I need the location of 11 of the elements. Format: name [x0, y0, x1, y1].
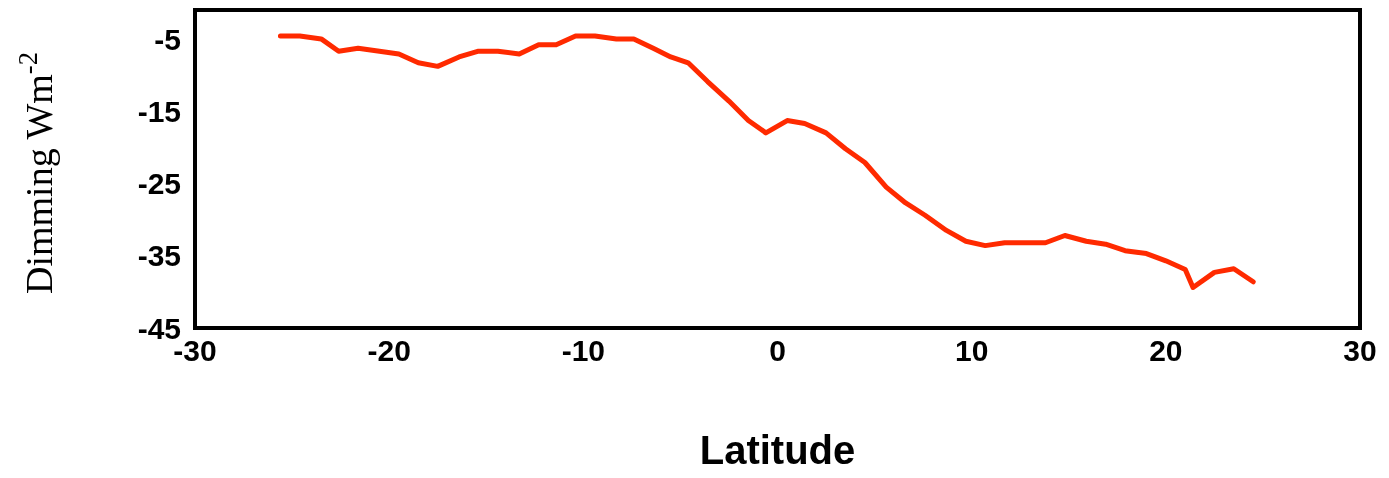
- y-tick-label: -25: [137, 167, 181, 201]
- x-tick-label: -20: [367, 334, 411, 368]
- x-tick-label: -10: [561, 334, 606, 368]
- y-tick-label: -15: [137, 94, 181, 128]
- y-tick-label: -5: [154, 22, 181, 56]
- x-tick-label: 20: [1149, 334, 1183, 368]
- x-axis-title: Latitude: [699, 428, 856, 472]
- y-tick-label: -35: [137, 239, 181, 273]
- x-tick-label: 0: [769, 334, 786, 368]
- x-tick-label: 30: [1343, 334, 1377, 368]
- x-tick-label: 10: [954, 334, 989, 368]
